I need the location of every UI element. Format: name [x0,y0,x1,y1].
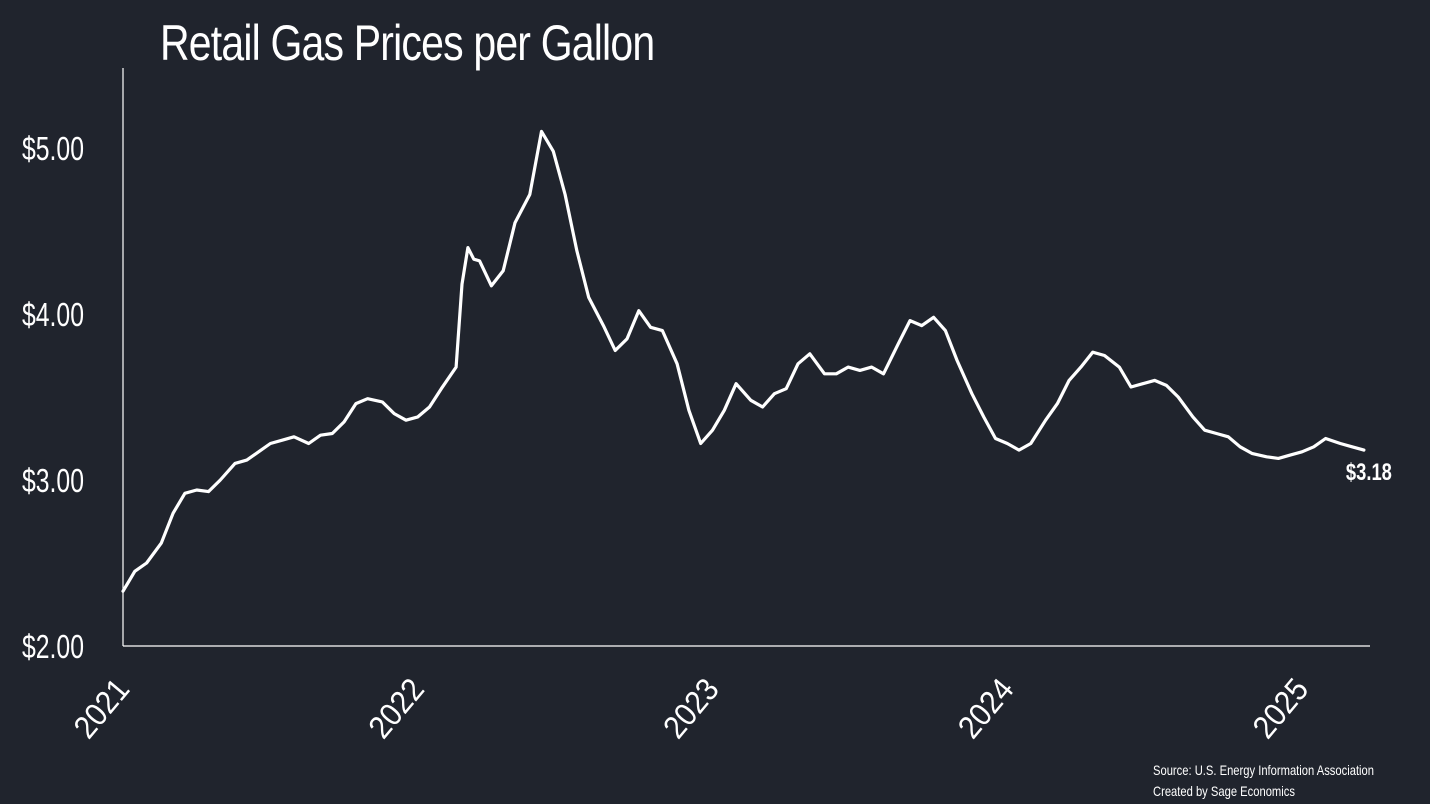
y-tick-label: $4.00 [22,296,84,333]
source-note: Source: U.S. Energy Information Associat… [1153,760,1374,802]
y-tick-label: $5.00 [22,130,84,167]
x-tick-labels: 2021 2022 2023 2024 2025 [66,671,1315,745]
x-tick-label: 2022 [361,671,431,745]
chart-title: Retail Gas Prices per Gallon [160,15,655,71]
y-tick-labels: $2.00 $3.00 $4.00 $5.00 [22,130,84,665]
x-tick-label: 2024 [951,671,1021,745]
x-tick-label: 2021 [66,671,136,745]
x-tick-label: 2025 [1245,671,1315,745]
series-line [121,129,1366,593]
source-text: Source: U.S. Energy Information Associat… [1153,762,1374,778]
credit-text: Created by Sage Economics [1153,783,1295,799]
end-value-label: $3.18 [1346,459,1392,486]
x-tick-label: 2023 [656,671,726,745]
y-tick-label: $3.00 [22,462,84,499]
y-tick-label: $2.00 [22,628,84,665]
